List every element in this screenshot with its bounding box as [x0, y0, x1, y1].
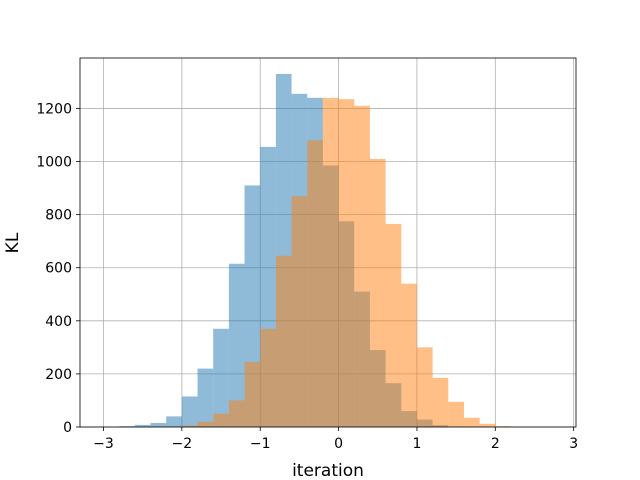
histogram-bar-series-2: [448, 401, 464, 427]
histogram-bar-series-2: [181, 425, 198, 427]
histogram-bar-series-2: [401, 283, 417, 427]
histogram-bar-series-1: [150, 423, 167, 427]
histogram-bar-series-2: [432, 377, 449, 427]
histogram-bar-series-2: [197, 421, 214, 427]
histogram-bar-series-2: [354, 105, 370, 427]
histogram-bar-series-2: [416, 347, 433, 427]
x-tick-label: −2: [172, 436, 193, 452]
histogram-bar-series-2: [385, 223, 402, 427]
histogram-bar-series-2: [463, 417, 480, 427]
x-tick-label: 2: [491, 436, 500, 452]
y-tick-label: 1200: [36, 101, 72, 117]
histogram-bar-series-2: [338, 99, 355, 427]
histogram-bar-series-2: [479, 423, 496, 427]
y-tick-label: 600: [45, 261, 72, 277]
x-tick-label: 1: [412, 436, 421, 452]
histogram-bar-series-2: [322, 97, 339, 428]
histogram-bar-series-1: [134, 424, 151, 427]
histogram-bar-series-2: [275, 255, 292, 427]
histogram-bar-series-1: [166, 416, 182, 427]
histogram-bar-series-2: [307, 140, 323, 427]
histogram-bar-series-2: [291, 196, 308, 427]
y-tick-label: 200: [45, 367, 72, 383]
histogram-bar-series-1: [197, 368, 214, 427]
y-axis-label: KL: [3, 232, 23, 253]
histogram-bar-series-2: [228, 400, 245, 427]
y-tick-label: 1000: [36, 155, 72, 171]
histogram-bar-series-1: [228, 263, 245, 427]
x-tick-label: 3: [569, 436, 578, 452]
histogram-bar-series-1: [213, 328, 229, 427]
y-tick-label: 0: [63, 420, 72, 436]
x-tick-label: −1: [250, 436, 271, 452]
histogram-bar-series-1: [181, 396, 198, 427]
y-tick-label: 400: [45, 314, 72, 330]
histogram-bar-series-2: [260, 328, 276, 427]
plot-frame: [79, 57, 577, 428]
x-axis-label: iteration: [292, 461, 364, 480]
histogram-bar-series-2: [369, 158, 386, 428]
y-tick-label: 800: [45, 208, 72, 224]
x-tick-label: −3: [93, 436, 114, 452]
histogram-bar-series-2: [213, 413, 229, 427]
axis-ticks: −3 −2 −1 0 1 2 3 0 200 400 600 800 1000 1200: [36, 101, 578, 452]
x-tick-label: 0: [334, 436, 343, 452]
histogram-bars: [119, 73, 511, 428]
histogram-bar-series-2: [244, 361, 261, 427]
